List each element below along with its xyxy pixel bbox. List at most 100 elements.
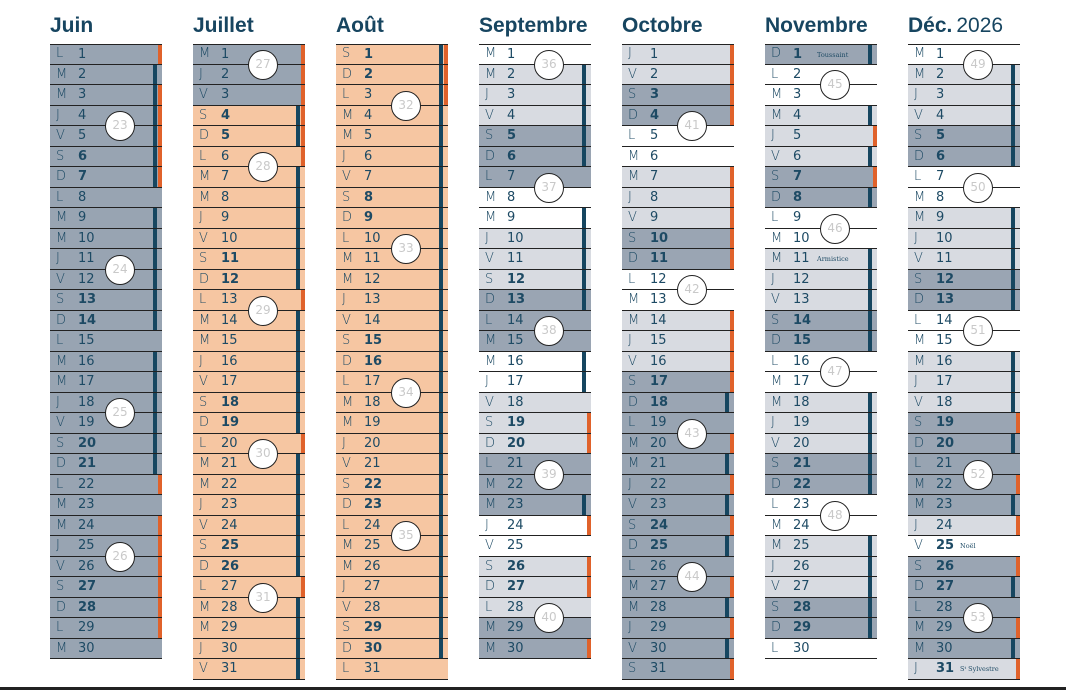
day-row[interactable]: 3 — [479, 85, 591, 106]
day-row[interactable]: 29 — [622, 618, 734, 639]
day-row[interactable]: 28 — [622, 597, 734, 618]
day-row[interactable]: 17 — [622, 372, 734, 393]
day-row[interactable]: 3 — [193, 85, 305, 106]
day-row[interactable]: 12 — [193, 269, 305, 290]
day-row[interactable]: 9 — [622, 208, 734, 229]
day-row[interactable]: 17 — [479, 372, 591, 393]
day-row[interactable]: 29 — [193, 618, 305, 639]
day-row[interactable]: 2 — [50, 64, 162, 85]
day-row[interactable]: 13 — [479, 290, 591, 311]
day-row[interactable]: 29 — [336, 618, 448, 639]
day-row[interactable]: 1 Toussaint — [765, 44, 877, 65]
day-row[interactable]: 20 — [50, 433, 162, 454]
day-row[interactable]: 4 — [765, 105, 877, 126]
day-row[interactable]: 31 — [193, 659, 305, 680]
day-row[interactable]: 19 — [336, 413, 448, 434]
day-row[interactable]: 19 — [193, 413, 305, 434]
day-row[interactable]: 27 — [765, 577, 877, 598]
day-row[interactable]: 13 — [336, 290, 448, 311]
day-row[interactable]: 29 — [50, 618, 162, 639]
day-row[interactable]: 11 Armistice — [765, 249, 877, 270]
day-row[interactable]: 19 — [765, 413, 877, 434]
day-row[interactable]: 6 — [336, 146, 448, 167]
day-row[interactable]: 14 — [336, 310, 448, 331]
day-row[interactable]: 15 — [765, 331, 877, 352]
day-row[interactable]: 30 — [50, 638, 162, 659]
day-row[interactable]: 9 — [50, 208, 162, 229]
day-row[interactable]: 31 — [336, 659, 448, 680]
day-row[interactable]: 6 — [50, 146, 162, 167]
day-row[interactable]: 24 — [193, 515, 305, 536]
day-row[interactable]: 28 — [765, 597, 877, 618]
day-row[interactable]: 21 — [622, 454, 734, 475]
day-row[interactable]: 9 — [193, 208, 305, 229]
day-row[interactable]: 15 — [193, 331, 305, 352]
day-row[interactable]: 23 — [479, 495, 591, 516]
day-row[interactable]: 31 — [622, 659, 734, 680]
day-row[interactable]: 5 — [193, 126, 305, 147]
day-row[interactable]: 6 — [479, 146, 591, 167]
day-row[interactable]: 16 — [908, 351, 1020, 372]
day-row[interactable]: 20 — [336, 433, 448, 454]
day-row[interactable]: 14 — [50, 310, 162, 331]
day-row[interactable]: 22 — [622, 474, 734, 495]
day-row[interactable]: 24 — [908, 515, 1020, 536]
day-row[interactable]: 14 — [765, 310, 877, 331]
day-row[interactable]: 3 — [622, 85, 734, 106]
day-row[interactable]: 25 — [765, 536, 877, 557]
day-row[interactable]: 13 — [50, 290, 162, 311]
day-row[interactable]: 30 — [765, 638, 877, 659]
day-row[interactable]: 19 — [908, 413, 1020, 434]
day-row[interactable]: 17 — [50, 372, 162, 393]
day-row[interactable]: 6 — [765, 146, 877, 167]
day-row[interactable]: 11 — [908, 249, 1020, 270]
day-row[interactable]: 10 — [479, 228, 591, 249]
day-row[interactable]: 18 — [479, 392, 591, 413]
day-row[interactable]: 11 — [622, 249, 734, 270]
day-row[interactable]: 22 — [50, 474, 162, 495]
day-row[interactable]: 1 — [50, 44, 162, 65]
day-row[interactable]: 30 — [622, 638, 734, 659]
day-row[interactable]: 12 — [908, 269, 1020, 290]
day-row[interactable]: 17 — [908, 372, 1020, 393]
day-row[interactable]: 29 — [765, 618, 877, 639]
day-row[interactable]: 5 — [765, 126, 877, 147]
day-row[interactable]: 28 — [50, 597, 162, 618]
day-row[interactable]: 3 — [908, 85, 1020, 106]
day-row[interactable]: 23 — [193, 495, 305, 516]
day-row[interactable]: 18 — [193, 392, 305, 413]
day-row[interactable]: 27 — [479, 577, 591, 598]
day-row[interactable]: 10 — [622, 228, 734, 249]
day-row[interactable]: 5 — [336, 126, 448, 147]
day-row[interactable]: 15 — [50, 331, 162, 352]
day-row[interactable]: 4 — [908, 105, 1020, 126]
day-row[interactable]: 16 — [50, 351, 162, 372]
day-row[interactable]: 20 — [479, 433, 591, 454]
day-row[interactable]: 6 — [908, 146, 1020, 167]
day-row[interactable]: 30 — [336, 638, 448, 659]
day-row[interactable]: 18 — [622, 392, 734, 413]
day-row[interactable]: 7 — [622, 167, 734, 188]
day-row[interactable]: 8 — [193, 187, 305, 208]
day-row[interactable]: 10 — [193, 228, 305, 249]
day-row[interactable]: 25 — [193, 536, 305, 557]
day-row[interactable]: 16 — [622, 351, 734, 372]
day-row[interactable]: 6 — [622, 146, 734, 167]
day-row[interactable]: 13 — [908, 290, 1020, 311]
day-row[interactable]: 25 — [622, 536, 734, 557]
day-row[interactable]: 23 — [336, 495, 448, 516]
day-row[interactable]: 30 — [193, 638, 305, 659]
day-row[interactable]: 4 — [479, 105, 591, 126]
day-row[interactable]: 21 — [50, 454, 162, 475]
day-row[interactable]: 10 — [50, 228, 162, 249]
day-row[interactable]: 11 — [193, 249, 305, 270]
day-row[interactable]: 8 — [765, 187, 877, 208]
day-row[interactable]: 8 — [50, 187, 162, 208]
day-row[interactable]: 7 — [336, 167, 448, 188]
day-row[interactable]: 24 — [479, 515, 591, 536]
day-row[interactable]: 17 — [193, 372, 305, 393]
day-row[interactable]: 31 Sᵗ Sylvestre — [908, 659, 1020, 680]
day-row[interactable]: 23 — [908, 495, 1020, 516]
day-row[interactable]: 22 — [765, 474, 877, 495]
day-row[interactable]: 23 — [50, 495, 162, 516]
